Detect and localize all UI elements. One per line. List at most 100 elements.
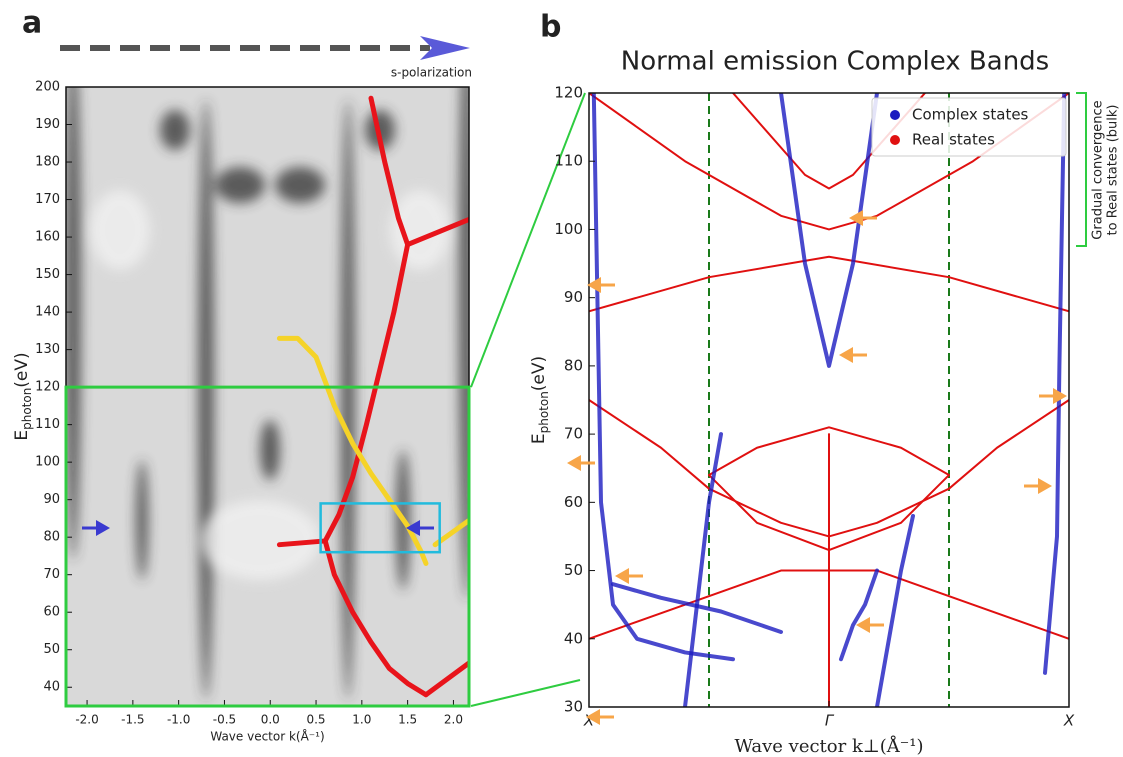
x-tick-label: 1.5	[398, 713, 417, 727]
band-line	[589, 93, 1069, 231]
y-axis-label: Ephoton(eV)	[529, 356, 551, 444]
x-tick-label: 1.0	[352, 713, 371, 727]
band-line	[1043, 93, 1067, 675]
band-line	[322, 538, 429, 698]
arrow	[839, 347, 853, 363]
arrow	[567, 455, 581, 471]
arrow	[96, 520, 110, 536]
x-axis-label: Wave vector k(Å⁻¹)	[210, 729, 324, 744]
y-tick-label: 120	[35, 380, 60, 395]
y-label-unit: (eV)	[12, 352, 32, 387]
arrow	[406, 520, 420, 536]
arrow	[1053, 388, 1067, 404]
band-line	[591, 93, 735, 662]
band-line	[432, 517, 469, 548]
legend-label: Complex states	[912, 106, 1029, 124]
band-line	[589, 399, 830, 538]
y-tick-label: 120	[554, 84, 583, 102]
chart-title: Normal emission Complex Bands	[621, 47, 1049, 77]
x-tick-label: -1.0	[167, 713, 190, 727]
y-tick-label: 70	[564, 425, 583, 443]
x-axis-label: Wave vector k⊥(Å⁻¹)	[734, 735, 923, 757]
y-tick-label: 50	[43, 642, 60, 657]
connector	[470, 679, 581, 707]
x-tick-label: -1.5	[121, 713, 144, 727]
arrow	[1038, 478, 1052, 494]
arrow	[587, 277, 601, 293]
y-tick-label: 60	[564, 493, 583, 511]
x-tick-label: -2.0	[75, 713, 98, 727]
y-label-sub: photon	[20, 388, 34, 430]
y-tick-label: 90	[43, 492, 60, 507]
y-tick-label: 180	[35, 155, 60, 170]
y-tick-label: 190	[35, 117, 60, 132]
arrow	[849, 210, 863, 226]
x-tick-label: -0.5	[213, 713, 236, 727]
y-tick-label: 110	[35, 417, 60, 432]
legend-marker	[890, 110, 900, 120]
band-line	[683, 432, 723, 707]
side-note: Gradual convergence	[1091, 100, 1106, 239]
legend-box	[871, 97, 1067, 157]
band-line	[276, 335, 429, 566]
band-line	[276, 538, 328, 548]
region-box	[319, 502, 441, 554]
band-line	[839, 568, 879, 662]
band-line	[423, 659, 469, 698]
connector	[470, 92, 586, 388]
panel-label: b	[540, 10, 561, 45]
band-line	[875, 513, 915, 707]
y-axis-label: Ephoton(eV)	[12, 352, 34, 440]
y-tick-label: 200	[35, 80, 60, 95]
x-tick-label: 0.0	[261, 713, 280, 727]
y-tick-label: 70	[43, 567, 60, 582]
x-tick-label: 2.0	[444, 713, 463, 727]
intensity-map	[66, 87, 469, 706]
legend-label: Real states	[912, 131, 995, 149]
legend-marker	[890, 135, 900, 145]
band-line	[322, 242, 411, 544]
y-tick-label: 60	[43, 605, 60, 620]
band-line	[828, 399, 1069, 538]
y-tick-label: 150	[35, 267, 60, 282]
y-tick-label: 110	[554, 152, 583, 170]
y-label-sub: photon	[537, 391, 551, 433]
y-tick-label: 90	[564, 288, 583, 306]
y-label-main: E	[529, 433, 549, 444]
highlight-range	[64, 385, 471, 708]
y-tick-label: 160	[35, 230, 60, 245]
y-label-main: E	[12, 430, 32, 441]
y-tick-label: 40	[564, 629, 583, 647]
side-note: to Real states (bulk)	[1106, 105, 1121, 236]
y-tick-label: 130	[35, 342, 60, 357]
series-layer	[276, 95, 469, 698]
y-tick-label: 40	[43, 680, 60, 695]
band-line	[405, 216, 469, 248]
band-line	[779, 93, 879, 368]
y-tick-label: 80	[564, 356, 583, 374]
y-tick-label: 100	[554, 220, 583, 238]
arrow	[856, 617, 870, 633]
y-tick-label: 140	[35, 305, 60, 320]
band-line	[589, 255, 1069, 313]
band-line	[708, 426, 950, 477]
band-line	[368, 95, 411, 248]
x-tick-label: Γ	[825, 712, 835, 730]
band-line	[611, 582, 783, 634]
bracket	[1076, 92, 1087, 247]
y-tick-label: 170	[35, 192, 60, 207]
arrow	[586, 709, 600, 725]
y-tick-label: 100	[35, 455, 60, 470]
y-label-unit: (eV)	[529, 356, 549, 391]
x-tick-label: 0.5	[306, 713, 325, 727]
x-tick-label: X	[1063, 712, 1075, 730]
arrow-head	[420, 36, 470, 60]
y-tick-label: 50	[564, 561, 583, 579]
panel-label: a	[22, 6, 42, 41]
y-tick-label: 30	[564, 698, 583, 716]
arrow	[615, 568, 629, 584]
annotation: s-polarization	[391, 66, 472, 80]
y-tick-label: 80	[43, 530, 60, 545]
series-layer	[589, 93, 1069, 707]
